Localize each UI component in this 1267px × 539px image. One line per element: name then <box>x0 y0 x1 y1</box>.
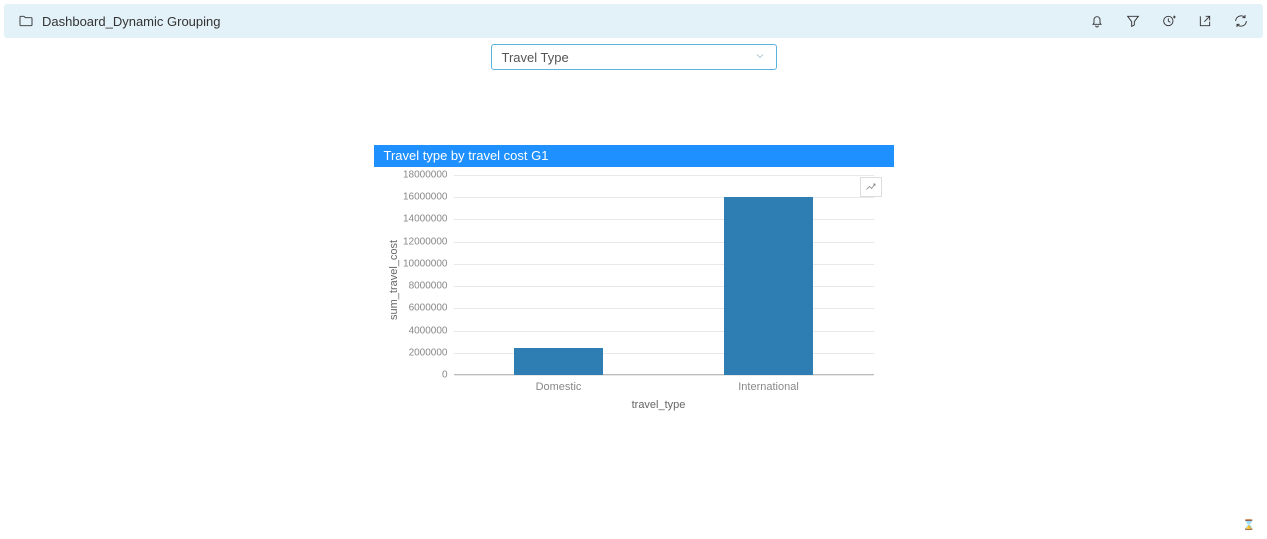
chart-y-tick-label: 0 <box>442 370 448 381</box>
chart-y-axis-label: sum_travel_cost <box>388 240 400 320</box>
filter-row: Travel Type <box>0 44 1267 70</box>
chart-gridline <box>454 375 874 376</box>
top-bar-left: Dashboard_Dynamic Grouping <box>18 13 1089 29</box>
chart-bar[interactable] <box>724 197 812 375</box>
footer-badge-icon: ⌛ <box>1243 520 1255 531</box>
chart-y-tick-label: 18000000 <box>403 170 448 181</box>
chevron-down-icon <box>754 50 766 65</box>
chart-y-tick-label: 10000000 <box>403 258 448 269</box>
chart-x-axis-label: travel_type <box>632 399 686 411</box>
chart-plot-area: 0200000040000006000000800000010000000120… <box>454 175 874 375</box>
chart-body: 0 2000000 4000000 6000000 8000000 10000000 120… <box>374 167 894 415</box>
bell-icon[interactable] <box>1089 13 1105 29</box>
clock-add-icon[interactable] <box>1161 13 1177 29</box>
top-bar-actions <box>1089 13 1249 29</box>
chart-y-tick-label: 2000000 <box>409 347 448 358</box>
top-bar: Dashboard_Dynamic Grouping <box>4 4 1263 38</box>
chart-card: Travel type by travel cost G1 0 2000000 40… <box>374 145 894 415</box>
chart-title: Travel type by travel cost G1 <box>374 145 894 167</box>
chart-y-tick-label: 16000000 <box>403 192 448 203</box>
travel-type-dropdown[interactable]: Travel Type <box>491 44 777 70</box>
export-icon[interactable] <box>1197 13 1213 29</box>
chart-bar[interactable] <box>514 348 602 375</box>
chart-y-tick-label: 8000000 <box>409 281 448 292</box>
chart-y-tick-label: 14000000 <box>403 214 448 225</box>
chart-x-tick-label: Domestic <box>536 381 582 393</box>
chart-gridline <box>454 175 874 176</box>
folder-icon <box>18 13 34 29</box>
filter-icon[interactable] <box>1125 13 1141 29</box>
dashboard-title: Dashboard_Dynamic Grouping <box>42 14 220 29</box>
refresh-icon[interactable] <box>1233 13 1249 29</box>
chart-y-tick-label: 4000000 <box>409 325 448 336</box>
chart-x-tick-label: International <box>738 381 799 393</box>
dropdown-selected-label: Travel Type <box>502 50 569 65</box>
chart-y-tick-label: 12000000 <box>403 236 448 247</box>
chart-y-tick-label: 6000000 <box>409 303 448 314</box>
chart-trend-toggle[interactable] <box>860 177 882 197</box>
